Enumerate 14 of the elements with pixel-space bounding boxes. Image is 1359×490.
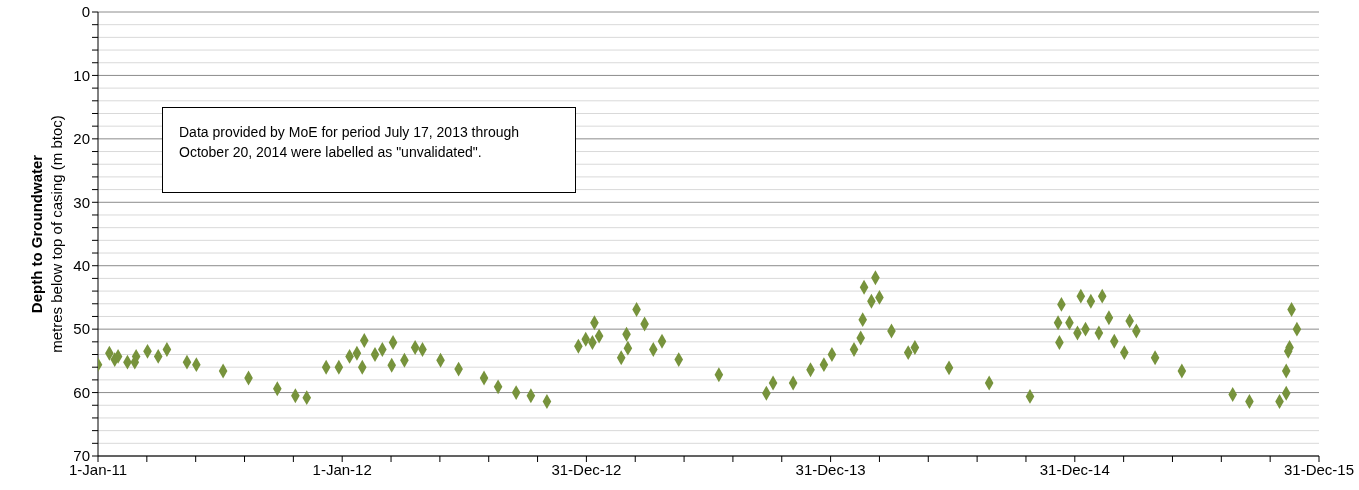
x-tick-label: 1-Jan-12 [312,460,372,478]
x-tick-label: 31-Dec-12 [551,460,622,478]
x-tick-label: 31-Dec-13 [795,460,866,478]
y-tick-label: 60 [73,383,90,401]
y-tick-label: 10 [73,66,90,84]
x-tick-label: 31-Dec-15 [1283,460,1355,478]
x-tick-label: 31-Dec-14 [1039,460,1110,478]
y-tick-label: 40 [73,257,90,275]
y-tick-label: 20 [73,130,90,148]
y-tick-label: 50 [73,320,90,338]
y-tick-label: 30 [73,193,90,211]
note-box: Data provided by MoE for period July 17, 2013 through October 20, 2014 were labelled as "unvalidated". [162,107,576,193]
y-tick-label: 0 [81,3,90,21]
y-axis-title: Depth to Groundwater metres below top of casing (m btoc) [28,115,65,353]
